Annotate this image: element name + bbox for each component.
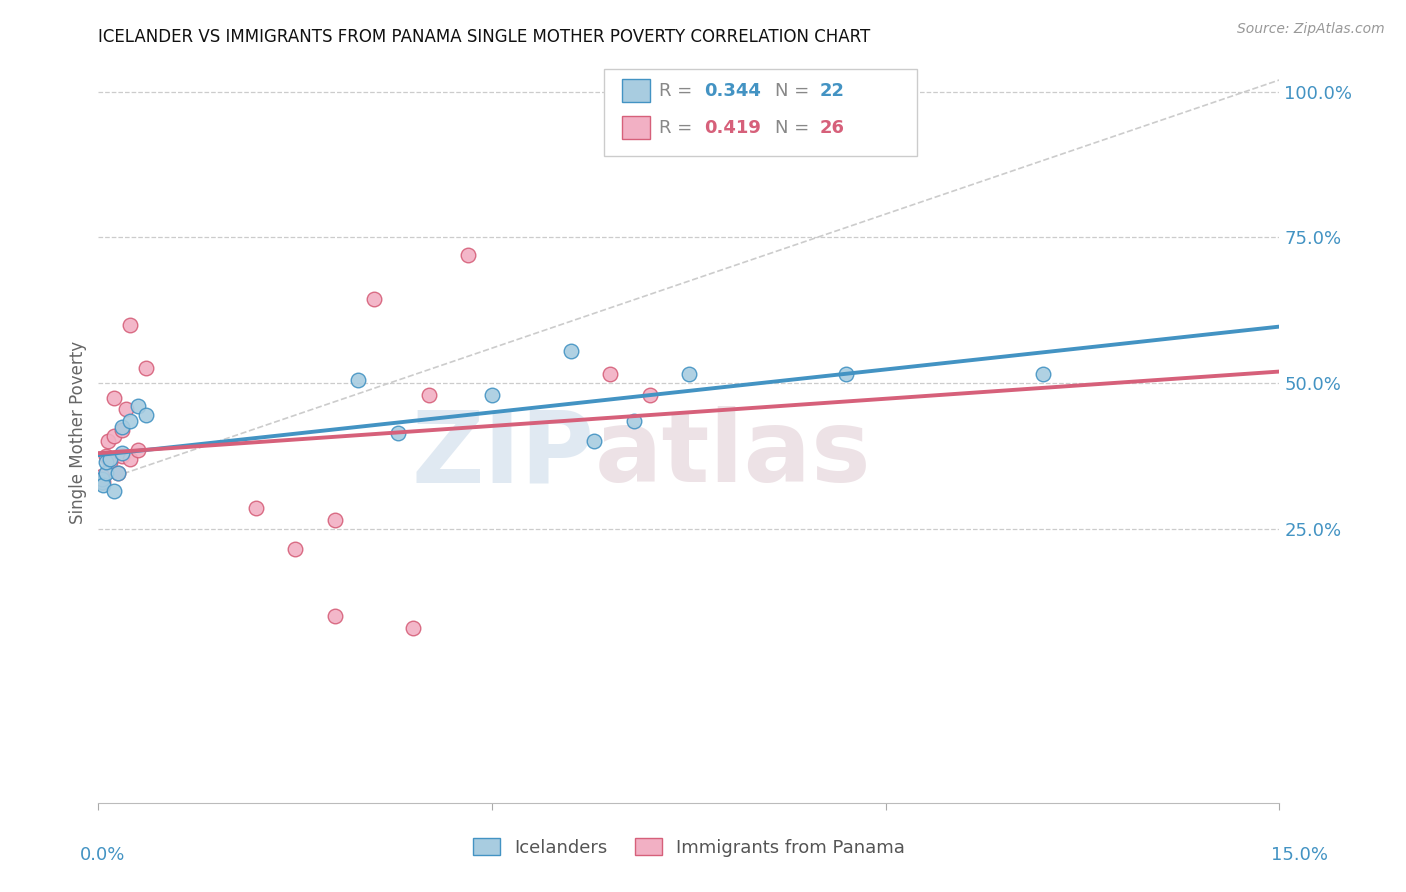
Point — [623, 414, 645, 428]
Point — [323, 513, 346, 527]
Point — [91, 472, 114, 486]
Point — [111, 449, 134, 463]
Point — [96, 467, 118, 481]
Text: R =: R = — [659, 81, 699, 100]
Point — [135, 408, 157, 422]
Point — [402, 621, 425, 635]
Point — [111, 423, 134, 437]
Point — [835, 368, 858, 382]
Point — [347, 373, 370, 387]
Point — [387, 425, 409, 440]
Bar — [621, 78, 650, 103]
Point — [245, 501, 267, 516]
Point — [91, 469, 114, 483]
Point — [135, 361, 157, 376]
Point — [103, 483, 125, 498]
Text: atlas: atlas — [595, 407, 872, 503]
Text: 15.0%: 15.0% — [1271, 846, 1327, 863]
Legend: Icelanders, Immigrants from Panama: Icelanders, Immigrants from Panama — [465, 830, 912, 864]
Text: 26: 26 — [820, 119, 845, 136]
Point — [107, 467, 129, 481]
Point — [118, 451, 141, 466]
Point — [323, 609, 346, 624]
Point — [583, 434, 606, 449]
Point — [118, 414, 141, 428]
Text: 0.0%: 0.0% — [80, 846, 125, 863]
Point — [678, 368, 700, 382]
Point — [1032, 368, 1054, 382]
Point — [115, 402, 138, 417]
Point — [96, 455, 118, 469]
Point — [96, 449, 118, 463]
Text: 22: 22 — [820, 81, 845, 100]
Point — [457, 248, 479, 262]
Point — [103, 391, 125, 405]
Text: ICELANDER VS IMMIGRANTS FROM PANAMA SINGLE MOTHER POVERTY CORRELATION CHART: ICELANDER VS IMMIGRANTS FROM PANAMA SING… — [98, 28, 870, 45]
Point — [481, 388, 503, 402]
Point — [127, 400, 149, 414]
Point — [599, 368, 621, 382]
Point — [560, 344, 582, 359]
Text: Source: ZipAtlas.com: Source: ZipAtlas.com — [1237, 22, 1385, 37]
Point — [98, 455, 121, 469]
Point — [90, 475, 112, 490]
Text: N =: N = — [775, 81, 815, 100]
Point — [418, 388, 440, 402]
Point — [111, 419, 134, 434]
Point — [107, 467, 129, 481]
Text: R =: R = — [659, 119, 699, 136]
Point — [127, 443, 149, 458]
Point — [363, 292, 385, 306]
Point — [118, 318, 141, 332]
Point — [91, 475, 114, 490]
Point — [98, 451, 121, 466]
Point — [90, 472, 112, 486]
Point — [638, 388, 661, 402]
Point — [91, 478, 114, 492]
Point — [111, 446, 134, 460]
Text: N =: N = — [775, 119, 815, 136]
Text: 0.419: 0.419 — [704, 119, 761, 136]
Point — [97, 434, 120, 449]
Y-axis label: Single Mother Poverty: Single Mother Poverty — [69, 341, 87, 524]
Text: 0.344: 0.344 — [704, 81, 761, 100]
Point — [103, 428, 125, 442]
Bar — [621, 116, 650, 139]
FancyBboxPatch shape — [605, 69, 917, 156]
Text: ZIP: ZIP — [412, 407, 595, 503]
Point — [284, 542, 307, 557]
